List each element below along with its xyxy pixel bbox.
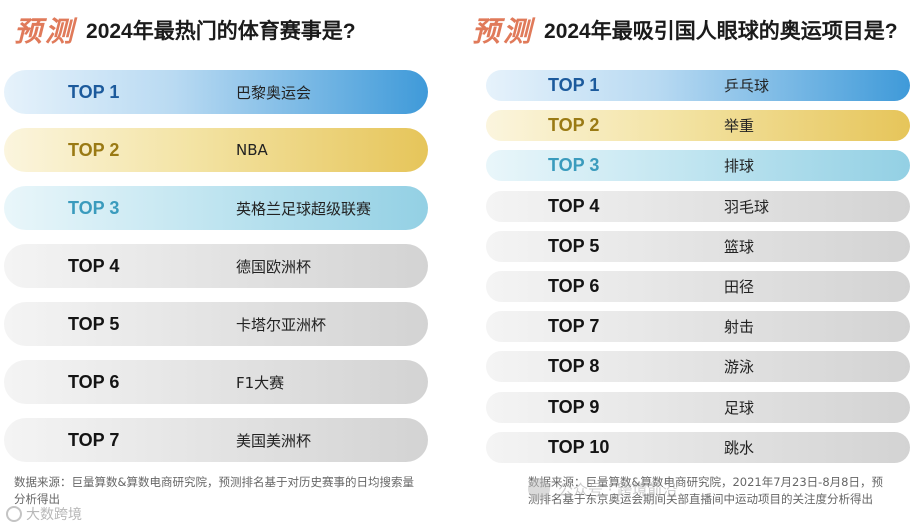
left-rank-row: TOP 6 F1大赛 xyxy=(4,360,428,404)
rank-label: TOP 6 xyxy=(68,371,120,392)
right-rank-row: TOP 6 田径 xyxy=(486,271,910,302)
brand-logo-text: 大数跨境 xyxy=(26,507,82,523)
item-name: 美国美洲杯 xyxy=(236,431,312,450)
item-name: 巴黎奥运会 xyxy=(236,83,312,102)
item-name: F1大赛 xyxy=(236,373,285,392)
right-rank-row: TOP 1 乒乓球 xyxy=(486,70,910,101)
right-rank-row: TOP 5 篮球 xyxy=(486,230,910,262)
left-rank-row: TOP 4 德国欧洲杯 xyxy=(4,244,428,288)
item-name: 排球 xyxy=(724,157,755,176)
rank-label: TOP 1 xyxy=(68,81,120,102)
right-rank-row: TOP 10 跳水 xyxy=(486,431,910,463)
rank-label: TOP 2 xyxy=(548,115,600,136)
left-source-note: 数据来源：巨量算数&算数电商研究院，预测排名基于对历史赛事的日均搜索量分析得出 xyxy=(14,475,414,506)
item-name: 羽毛球 xyxy=(724,197,770,216)
item-name: NBA xyxy=(236,141,268,159)
right-rank-row: TOP 9 足球 xyxy=(486,391,910,423)
rank-label: TOP 1 xyxy=(548,75,600,95)
right-header: 预测 2024年最吸引国人眼球的奥运项目是? xyxy=(472,10,898,50)
right-rank-row: TOP 2 举重 xyxy=(486,110,910,142)
right-rank-row: TOP 8 游泳 xyxy=(486,351,910,383)
rank-label: TOP 10 xyxy=(548,436,610,457)
left-rank-row: TOP 7 美国美洲杯 xyxy=(4,418,428,462)
right-rank-row: TOP 7 射击 xyxy=(486,311,910,343)
item-name: 足球 xyxy=(724,398,755,417)
watermark: 公众号 · 跨境前沿 xyxy=(528,478,677,500)
rank-label: TOP 3 xyxy=(548,155,600,176)
watermark-text: 公众号 · 跨境前沿 xyxy=(558,480,678,499)
left-rank-row: TOP 2 NBA xyxy=(4,128,428,172)
rank-label: TOP 5 xyxy=(548,235,600,256)
item-name: 德国欧洲杯 xyxy=(236,257,312,276)
item-name: 射击 xyxy=(724,318,755,337)
right-source-note: 数据来源：巨量算数&算数电商研究院，2021年7月23日-8月8日，预测排名基于… xyxy=(528,475,883,506)
left-rank-row: TOP 5 卡塔尔亚洲杯 xyxy=(4,302,428,346)
rank-label: TOP 7 xyxy=(548,316,600,337)
left-title: 2024年最热门的体育赛事是? xyxy=(86,20,356,43)
rank-label: TOP 4 xyxy=(548,195,600,216)
item-name: 英格兰足球超级联赛 xyxy=(236,199,372,218)
right-forecast-stamp: 预测 xyxy=(472,15,535,48)
brand-logo-icon xyxy=(6,506,22,522)
right-rank-row: TOP 3 排球 xyxy=(486,150,910,182)
left-forecast-stamp: 预测 xyxy=(14,15,77,48)
rank-label: TOP 9 xyxy=(548,396,600,417)
item-name: 卡塔尔亚洲杯 xyxy=(236,315,327,334)
rank-label: TOP 5 xyxy=(68,313,120,334)
left-rank-row: TOP 3 英格兰足球超级联赛 xyxy=(4,186,428,230)
item-name: 乒乓球 xyxy=(724,77,770,95)
item-name: 篮球 xyxy=(724,237,755,256)
brand-logo: 大数跨境 xyxy=(6,504,82,524)
left-header: 预测 2024年最热门的体育赛事是? xyxy=(14,10,356,50)
rank-label: TOP 6 xyxy=(548,276,600,296)
rank-label: TOP 8 xyxy=(548,356,600,377)
rank-label: TOP 4 xyxy=(68,255,120,276)
item-name: 跳水 xyxy=(724,438,755,457)
rank-label: TOP 3 xyxy=(68,197,120,218)
item-name: 举重 xyxy=(724,117,755,136)
rank-label: TOP 7 xyxy=(68,429,120,450)
rank-label: TOP 2 xyxy=(68,139,120,160)
right-title: 2024年最吸引国人眼球的奥运项目是? xyxy=(544,20,898,43)
item-name: 游泳 xyxy=(724,358,755,377)
wechat-icon xyxy=(528,478,550,500)
left-rank-row: TOP 1 巴黎奥运会 xyxy=(4,70,428,114)
item-name: 田径 xyxy=(724,278,755,296)
right-rank-row: TOP 4 羽毛球 xyxy=(486,190,910,222)
